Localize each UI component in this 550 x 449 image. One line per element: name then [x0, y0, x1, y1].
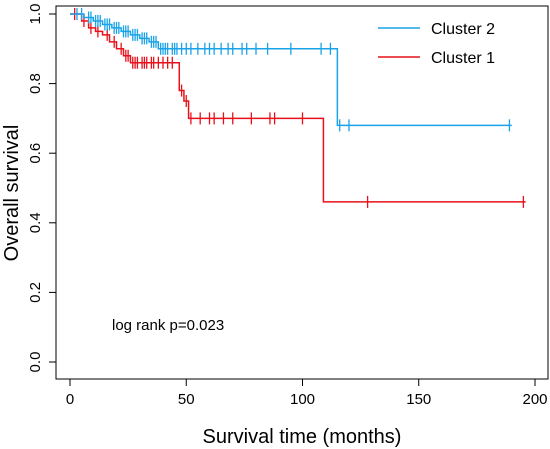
x-tick-label: 150	[406, 391, 431, 408]
y-tick-label: 0.8	[27, 73, 44, 94]
axes: 0 50 100 150 200 0.0 0.2 0.4 0.6 0.8 1.0	[27, 4, 548, 408]
y-axis-title: Overall survival	[1, 125, 23, 262]
x-axis-title: Survival time (months)	[203, 426, 402, 448]
log-rank-annotation: log rank p=0.023	[112, 317, 224, 334]
y-tick-label: 0.6	[27, 143, 44, 164]
survival-curve-cluster-1	[70, 13, 526, 203]
x-tick-label: 50	[178, 391, 195, 408]
y-tick-label: 1.0	[27, 4, 44, 25]
x-tick-label: 200	[522, 391, 547, 408]
x-tick-label: 0	[66, 391, 74, 408]
survival-curves	[70, 8, 526, 208]
y-tick-label: 0.2	[27, 282, 44, 303]
legend: Cluster 2 Cluster 1	[378, 21, 495, 67]
legend-label-cluster-1: Cluster 1	[431, 50, 495, 67]
y-tick-label: 0.4	[27, 212, 44, 233]
y-tick-label: 0.0	[27, 352, 44, 373]
legend-label-cluster-2: Cluster 2	[431, 21, 495, 38]
x-tick-label: 100	[290, 391, 315, 408]
